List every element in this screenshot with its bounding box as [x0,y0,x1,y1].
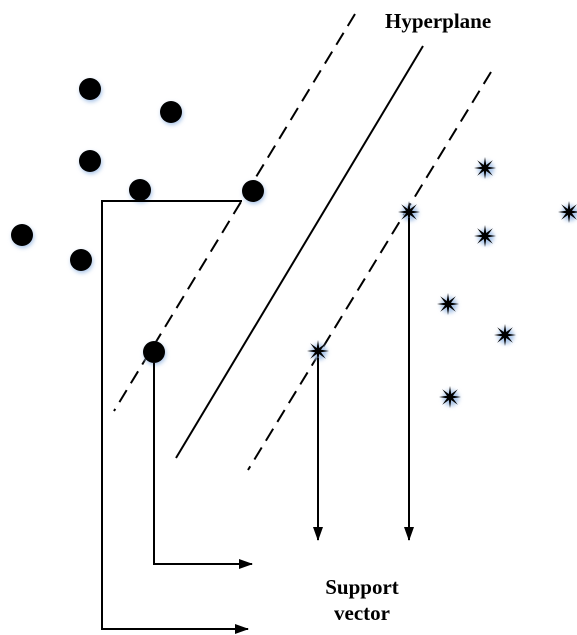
support-vector-connector-outer [101,200,249,634]
star-class-points [307,157,577,408]
support-vector-label-line1: Support [325,575,399,599]
star-point [474,157,496,179]
circle-point [160,101,183,125]
support-vector-circle-lower [143,341,166,365]
lower-margin-line [247,71,492,471]
circle-point [79,150,102,174]
star-point [558,201,577,223]
support-vector-circle-upper [242,180,265,204]
circle-point [79,78,102,102]
circle-class-points [11,78,265,365]
circle-point [129,179,152,203]
support-vector-star-lower [307,340,329,362]
star-point [494,324,516,346]
hyperplane-label: Hyperplane [385,9,491,33]
star-point [437,293,459,315]
support-vector-connector-inner [153,363,253,569]
hyperplane-line [175,45,424,459]
circle-point [70,249,93,273]
support-vector-star-upper [398,201,420,223]
star-point [474,225,496,247]
circle-point [11,224,34,248]
star-point [439,386,461,408]
support-vector-label-line2: vector [334,601,390,625]
